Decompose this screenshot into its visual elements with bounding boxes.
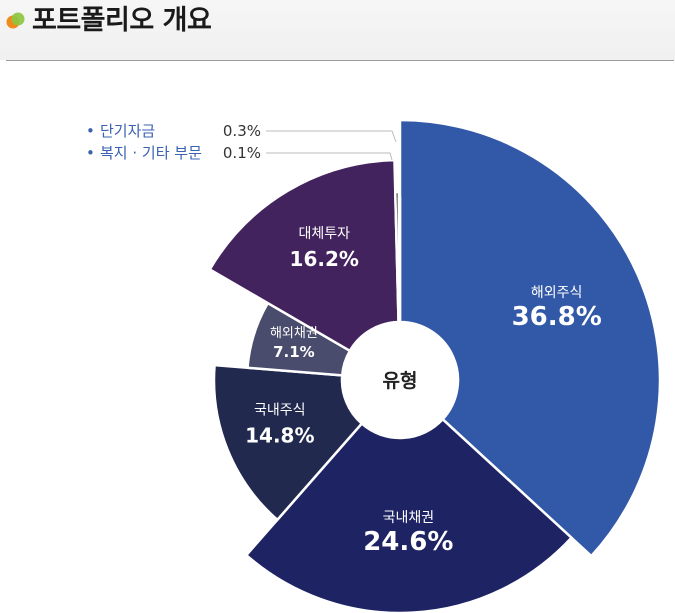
callout-leader-line [266,152,393,161]
slice-value-국내주식: 14.8% [245,424,314,448]
callout-value-복지기타부문: 0.1% [223,144,261,162]
callout-leader-line [266,130,397,143]
header-divider [6,60,674,61]
slice-value-대체투자: 16.2% [290,247,359,271]
callout-bullet: • [86,144,95,162]
callout-value-단기자금: 0.3% [223,122,261,140]
callout-label-복지기타부문: 복지 · 기타 부문 [100,144,202,162]
callout-bullet: • [86,122,95,140]
slice-label-대체투자: 대체투자 [298,226,350,242]
slice-label-해외채권: 해외채권 [270,326,318,341]
header-bar: 포트폴리오 개요 [0,0,675,60]
slice-value-국내채권: 24.6% [363,527,453,557]
slice-value-해외주식: 36.8% [512,302,602,332]
portfolio-dots-icon [6,12,25,29]
center-label: 유형 [383,370,418,392]
slice-value-해외채권: 7.1% [273,343,315,361]
slice-label-국내채권: 국내채권 [383,510,435,526]
slice-label-해외주식: 해외주식 [531,285,583,301]
pie-slice-복지기타부문[interactable] [397,196,402,324]
slice-label-국내주식: 국내주식 [254,403,306,419]
donut-center [342,322,458,438]
page-title: 포트폴리오 개요 [32,5,212,36]
callout-label-단기자금: 단기자금 [100,122,155,140]
